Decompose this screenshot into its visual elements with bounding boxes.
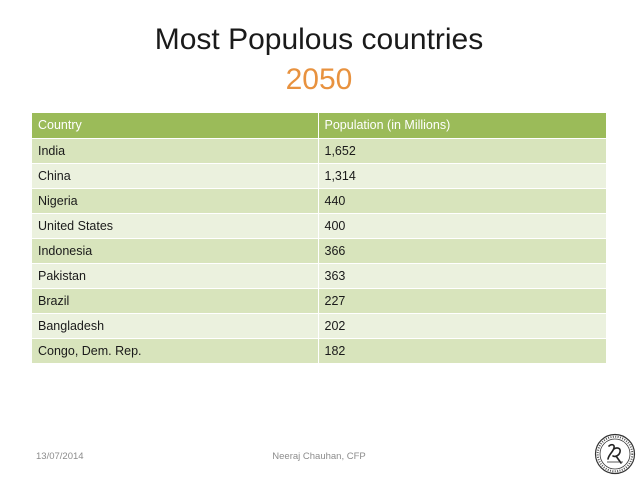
country-cell: Bangladesh (32, 313, 318, 338)
population-cell: 202 (318, 313, 607, 338)
country-cell: Pakistan (32, 263, 318, 288)
country-cell: Indonesia (32, 238, 318, 263)
country-cell: Nigeria (32, 188, 318, 213)
table-row: Nigeria 440 (32, 188, 607, 213)
slide-subtitle: 2050 (0, 62, 638, 98)
population-cell: 1,314 (318, 163, 607, 188)
population-cell: 400 (318, 213, 607, 238)
table-row: Congo, Dem. Rep. 182 (32, 338, 607, 363)
footer-author: Neeraj Chauhan, CFP (0, 451, 638, 462)
table-row: Bangladesh 202 (32, 313, 607, 338)
population-cell: 440 (318, 188, 607, 213)
population-table: Country Population (in Millions) India 1… (32, 113, 607, 364)
country-cell: United States (32, 213, 318, 238)
signature-seal-icon (594, 433, 636, 475)
slide-title: Most Populous countries (0, 22, 638, 58)
table-row: Indonesia 366 (32, 238, 607, 263)
country-cell: Brazil (32, 288, 318, 313)
table-row: Brazil 227 (32, 288, 607, 313)
population-cell: 182 (318, 338, 607, 363)
table-row: United States 400 (32, 213, 607, 238)
table-row: China 1,314 (32, 163, 607, 188)
country-cell: Congo, Dem. Rep. (32, 338, 318, 363)
population-cell: 227 (318, 288, 607, 313)
table-row: Pakistan 363 (32, 263, 607, 288)
header-population: Population (in Millions) (318, 113, 607, 138)
population-cell: 363 (318, 263, 607, 288)
table-header-row: Country Population (in Millions) (32, 113, 607, 138)
country-cell: India (32, 138, 318, 163)
table-row: India 1,652 (32, 138, 607, 163)
header-country: Country (32, 113, 318, 138)
population-cell: 366 (318, 238, 607, 263)
population-cell: 1,652 (318, 138, 607, 163)
country-cell: China (32, 163, 318, 188)
